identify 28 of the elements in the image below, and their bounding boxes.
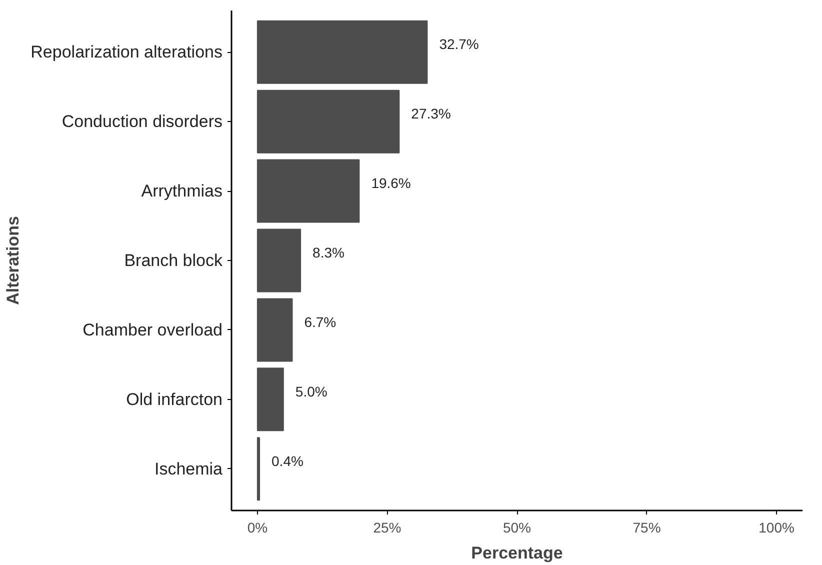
data-label: 19.6% — [371, 175, 411, 192]
bar — [256, 298, 293, 362]
data-label: 32.7% — [439, 36, 479, 52]
data-label: 6.7% — [304, 314, 336, 330]
y-axis-title: Alterations — [4, 216, 23, 305]
y-tick-label: Chamber overload — [82, 320, 223, 340]
x-tick-label: 75% — [632, 520, 661, 536]
bar — [256, 228, 302, 292]
x-tick-label: 25% — [373, 520, 402, 536]
data-label: 5.0% — [295, 383, 328, 400]
bar — [256, 90, 400, 154]
y-tick-label: Repolarization alterations — [30, 42, 223, 62]
y-tick-label: Conduction disorders — [62, 112, 223, 132]
bar — [256, 368, 284, 432]
y-tick-label: Branch block — [124, 251, 223, 270]
data-label: 8.3% — [312, 244, 344, 260]
bar — [256, 20, 428, 84]
y-tick-label: Ischemia — [154, 459, 224, 478]
x-tick-label: 100% — [758, 520, 794, 536]
y-tick-label: Arrythmias — [141, 182, 223, 201]
x-tick-label: 0% — [247, 520, 268, 536]
data-label: 0.4% — [272, 452, 304, 469]
bar — [256, 159, 360, 223]
x-axis-title: Percentage — [471, 544, 563, 562]
data-label: 27.3% — [411, 106, 451, 122]
bar — [256, 437, 260, 501]
x-tick-label: 50% — [502, 520, 532, 536]
y-tick-label: Old infarcton — [126, 390, 223, 409]
